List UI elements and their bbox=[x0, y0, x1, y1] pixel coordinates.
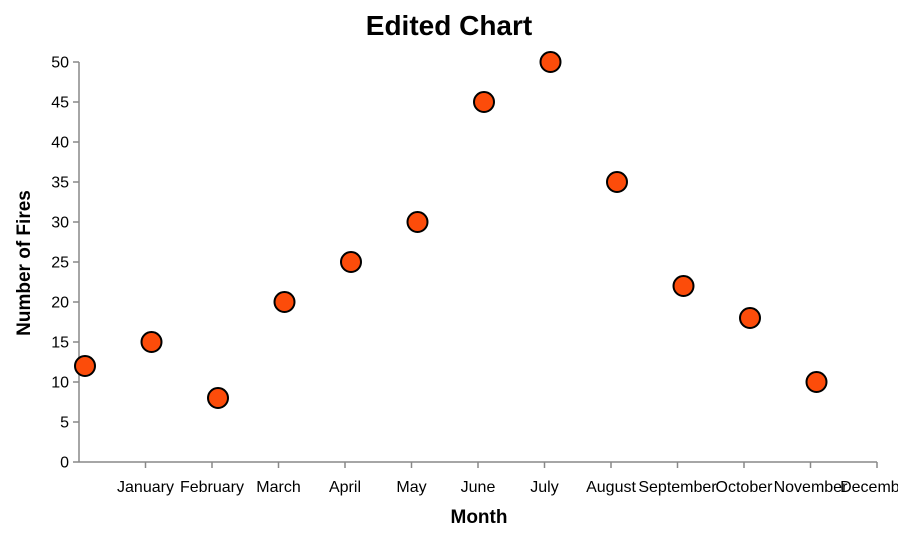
data-point bbox=[606, 171, 628, 193]
y-tick-label: 10 bbox=[51, 375, 69, 392]
x-axis: January February March April May June July Augu… bbox=[79, 461, 898, 496]
x-tick-label: August bbox=[586, 479, 636, 496]
x-tick-label: March bbox=[256, 479, 300, 496]
x-tick-label: April bbox=[329, 479, 361, 496]
y-tick-label: 45 bbox=[51, 95, 69, 112]
data-points bbox=[74, 51, 828, 409]
data-point bbox=[473, 91, 495, 113]
x-tick-label: October bbox=[716, 479, 774, 496]
data-point bbox=[207, 387, 229, 409]
x-tick-label: May bbox=[396, 479, 426, 496]
y-axis: 0 5 10 15 20 25 30 35 40 45 50 bbox=[51, 55, 80, 472]
data-point bbox=[539, 51, 562, 73]
y-tick-label: 25 bbox=[51, 255, 69, 272]
x-tick-label: July bbox=[530, 479, 558, 496]
y-tick-label: 0 bbox=[60, 455, 69, 472]
data-point bbox=[672, 275, 695, 297]
data-point bbox=[340, 251, 362, 273]
y-tick-label: 40 bbox=[51, 135, 69, 152]
chart-title: Edited Chart bbox=[366, 10, 532, 41]
x-tick-label: December bbox=[840, 479, 898, 496]
x-tick-label: November bbox=[774, 479, 848, 496]
data-point bbox=[140, 331, 163, 353]
y-tick-label: 50 bbox=[51, 55, 69, 72]
x-tick-label: June bbox=[461, 479, 496, 496]
x-tick-label: September bbox=[638, 479, 717, 496]
data-point bbox=[805, 371, 828, 393]
data-point bbox=[74, 355, 96, 377]
y-tick-label: 20 bbox=[51, 295, 69, 312]
data-point bbox=[739, 307, 761, 329]
y-tick-label: 5 bbox=[60, 415, 69, 432]
y-axis-title: Number of Fires bbox=[14, 190, 35, 336]
y-tick-label: 30 bbox=[51, 215, 69, 232]
data-point bbox=[273, 291, 296, 313]
y-tick-label: 15 bbox=[51, 335, 69, 352]
x-tick-label: February bbox=[180, 479, 244, 496]
x-tick-label: January bbox=[117, 479, 174, 496]
data-point bbox=[406, 211, 429, 233]
y-tick-label: 35 bbox=[51, 175, 69, 192]
x-axis-title: Month bbox=[451, 507, 508, 528]
